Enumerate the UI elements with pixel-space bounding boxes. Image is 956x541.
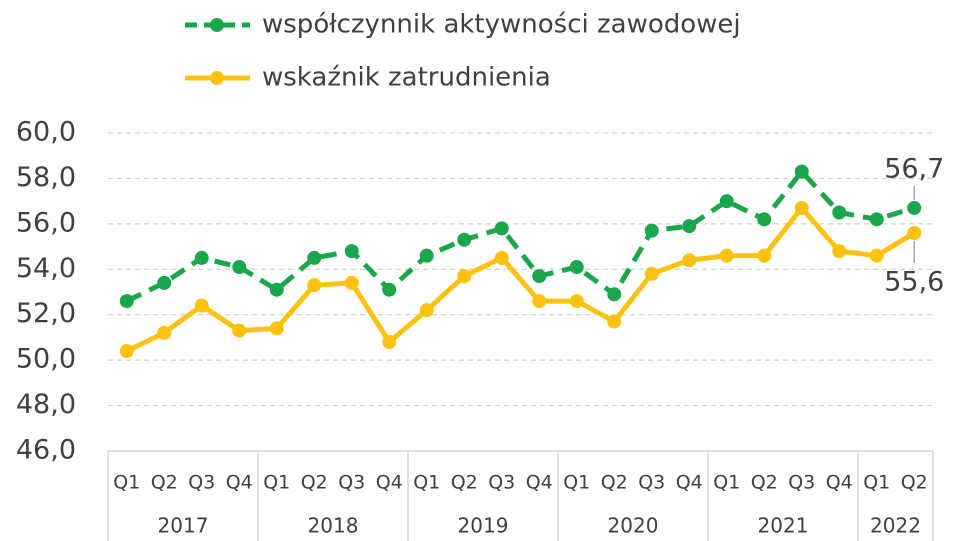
point <box>869 248 884 263</box>
series-line <box>125 169 915 304</box>
y-tick-label: 60,0 <box>16 117 76 148</box>
x-tick-label: Q4 <box>676 472 703 494</box>
y-tick-label: 46,0 <box>16 435 76 466</box>
point <box>607 314 622 329</box>
data-label: 55,6 <box>884 266 944 297</box>
x-tick-label: Q2 <box>151 472 178 494</box>
y-tick-label: 56,0 <box>16 207 76 238</box>
point <box>757 212 772 227</box>
point <box>307 250 322 265</box>
group-label: 2022 <box>870 514 921 538</box>
point <box>794 200 809 215</box>
point <box>719 248 734 263</box>
x-tick-label: Q2 <box>451 472 478 494</box>
group-label: 2021 <box>758 514 809 538</box>
x-tick-label: Q1 <box>263 472 290 494</box>
point <box>307 278 322 293</box>
point <box>832 205 847 220</box>
point <box>644 223 659 238</box>
y-tick-label: 54,0 <box>16 253 76 284</box>
legend-marker <box>210 71 224 85</box>
point <box>157 275 172 290</box>
x-tick-label: Q1 <box>863 472 890 494</box>
point <box>569 260 584 275</box>
x-tick-label: Q3 <box>488 472 515 494</box>
point <box>382 334 397 349</box>
x-tick-label: Q3 <box>638 472 665 494</box>
data-label: 56,7 <box>884 153 944 184</box>
group-label: 2020 <box>608 514 659 538</box>
legend-label: wskaźnik zatrudnienia <box>262 63 551 93</box>
point <box>607 287 622 302</box>
y-tick-label: 48,0 <box>16 389 76 420</box>
point <box>419 248 434 263</box>
x-tick-label: Q1 <box>413 472 440 494</box>
point <box>119 344 134 359</box>
point <box>344 244 359 259</box>
point <box>907 225 922 240</box>
group-label: 2018 <box>308 514 359 538</box>
point <box>719 194 734 209</box>
x-tick-label: Q2 <box>751 472 778 494</box>
point <box>907 200 922 215</box>
point <box>532 269 547 284</box>
x-tick-label: Q1 <box>113 472 140 494</box>
point <box>194 250 209 265</box>
legend-marker <box>210 18 224 32</box>
group-label: 2019 <box>458 514 509 538</box>
point <box>682 253 697 268</box>
x-tick-label: Q1 <box>563 472 590 494</box>
x-tick-label: Q1 <box>713 472 740 494</box>
point <box>119 294 134 309</box>
point <box>269 321 284 336</box>
legend-label: współczynnik aktywności zawodowej <box>262 10 741 40</box>
point <box>157 325 172 340</box>
y-tick-label: 52,0 <box>16 298 76 329</box>
point <box>757 248 772 263</box>
point <box>269 282 284 297</box>
y-tick-label: 50,0 <box>16 344 76 375</box>
point <box>569 294 584 309</box>
x-tick-label: Q4 <box>526 472 553 494</box>
point <box>794 164 809 179</box>
point <box>869 212 884 227</box>
point <box>194 298 209 313</box>
x-tick-label: Q4 <box>376 472 403 494</box>
point <box>419 303 434 318</box>
point <box>832 244 847 259</box>
point <box>232 260 247 275</box>
x-tick-label: Q2 <box>901 472 928 494</box>
point <box>344 275 359 290</box>
point <box>457 269 472 284</box>
point <box>232 323 247 338</box>
group-label: 2017 <box>158 514 209 538</box>
x-tick-label: Q3 <box>188 472 215 494</box>
x-tick-label: Q4 <box>826 472 853 494</box>
point <box>494 221 509 236</box>
x-tick-label: Q2 <box>301 472 328 494</box>
y-tick-label: 58,0 <box>16 162 76 193</box>
series-line <box>125 205 916 354</box>
point <box>457 232 472 247</box>
point <box>494 250 509 265</box>
x-tick-label: Q4 <box>226 472 253 494</box>
x-tick-label: Q3 <box>788 472 815 494</box>
point <box>644 266 659 281</box>
point <box>382 282 397 297</box>
x-tick-label: Q3 <box>338 472 365 494</box>
point <box>682 219 697 234</box>
point <box>532 294 547 309</box>
x-tick-label: Q2 <box>601 472 628 494</box>
